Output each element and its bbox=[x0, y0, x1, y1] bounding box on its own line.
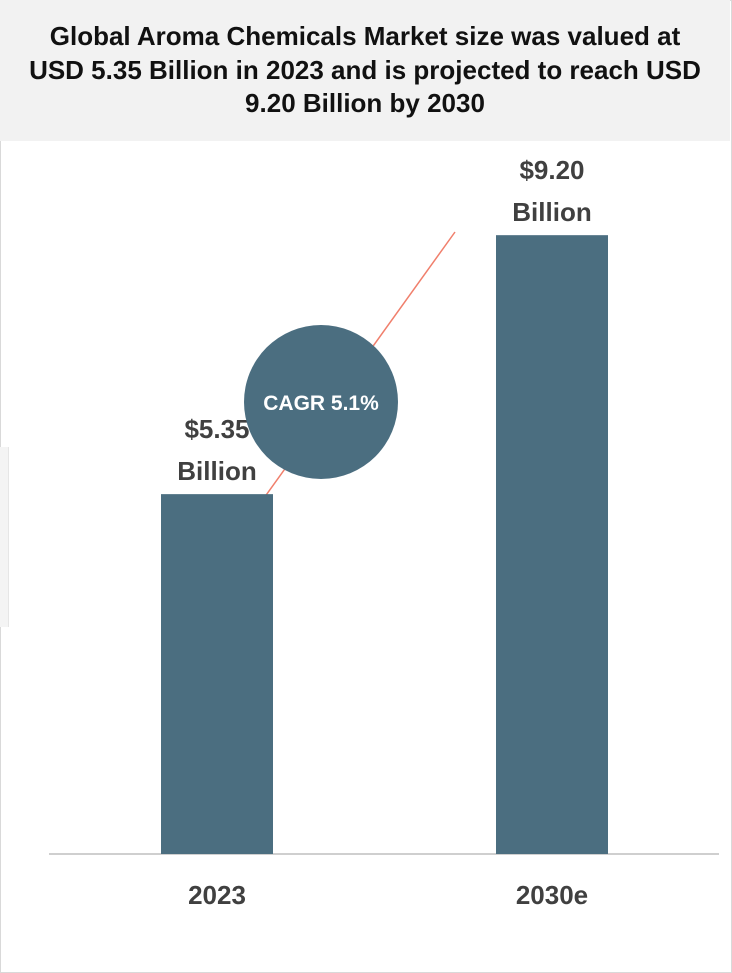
bar-value-label-2030e-value: $9.20 bbox=[519, 155, 584, 185]
side-tab bbox=[0, 447, 9, 627]
cagr-annotation-label: CAGR 5.1% bbox=[263, 392, 379, 415]
x-tick-label-2023: 2023 bbox=[188, 880, 246, 910]
chart-title: Global Aroma Chemicals Market size was v… bbox=[29, 20, 701, 119]
bar-value-label-2023-value: $5.35 bbox=[184, 414, 249, 444]
bar-2023 bbox=[161, 494, 273, 854]
chart-header: Global Aroma Chemicals Market size was v… bbox=[0, 0, 730, 141]
bar-2030e bbox=[496, 235, 608, 855]
bar-value-label-2030e-unit: Billion bbox=[512, 197, 591, 227]
bar-value-label-2023-unit: Billion bbox=[177, 456, 256, 486]
x-tick-label-2030e: 2030e bbox=[516, 880, 588, 910]
cagr-circle bbox=[244, 325, 398, 479]
